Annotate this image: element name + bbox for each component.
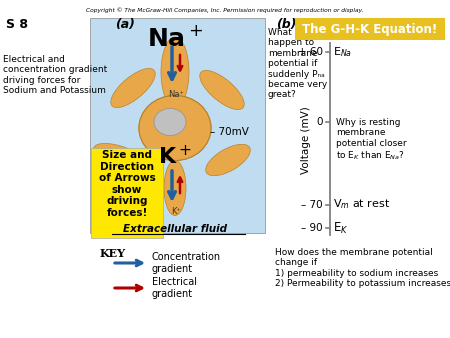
Ellipse shape: [161, 37, 189, 107]
Text: S 8: S 8: [6, 18, 28, 31]
Text: Electrical
gradient: Electrical gradient: [152, 277, 197, 299]
Bar: [90, 18, 265, 233]
Ellipse shape: [154, 108, 186, 136]
Text: Concentration
gradient: Concentration gradient: [152, 252, 221, 274]
Text: Why is resting
membrane
potential closer
to E$_K$ than E$_{Na}$?: Why is resting membrane potential closer…: [336, 118, 407, 162]
Ellipse shape: [206, 144, 250, 176]
Text: (a): (a): [115, 18, 135, 31]
Text: – 70: – 70: [302, 199, 323, 210]
Text: E$_K$: E$_K$: [333, 220, 348, 236]
Text: The G-H-K Equation!: The G-H-K Equation!: [302, 23, 437, 35]
Ellipse shape: [111, 68, 155, 107]
Text: – 70mV: – 70mV: [210, 127, 249, 137]
Text: Na$^+$: Na$^+$: [147, 26, 203, 51]
Text: + 60: + 60: [298, 47, 323, 57]
Ellipse shape: [200, 70, 244, 110]
Ellipse shape: [164, 161, 186, 216]
Text: E$_{Na}$: E$_{Na}$: [333, 45, 352, 59]
Text: (b): (b): [276, 18, 297, 31]
Ellipse shape: [139, 96, 211, 161]
Text: V$_m$ at rest: V$_m$ at rest: [333, 198, 390, 212]
Text: – 90: – 90: [302, 223, 323, 233]
Text: Extracellular fluid: Extracellular fluid: [123, 224, 227, 234]
Text: What would
happen to
membrane
potential if
suddenly Pₙₐ
became very
great?: What would happen to membrane potential …: [268, 28, 327, 99]
Text: Copyright © The McGraw-Hill Companies, Inc. Permission required for reproduction: Copyright © The McGraw-Hill Companies, I…: [86, 7, 364, 13]
Ellipse shape: [94, 143, 150, 173]
Text: Na⁺: Na⁺: [168, 90, 184, 99]
Ellipse shape: [139, 96, 211, 161]
Text: K⁺: K⁺: [171, 207, 181, 216]
FancyBboxPatch shape: [295, 18, 445, 40]
Text: 0: 0: [316, 117, 323, 127]
Text: Size and
Direction
of Arrows
show
driving
forces!: Size and Direction of Arrows show drivin…: [99, 150, 155, 218]
Text: Voltage (mV): Voltage (mV): [301, 106, 311, 174]
FancyBboxPatch shape: [91, 148, 163, 238]
Text: Electrical and
concentration gradient
driving forces for
Sodium and Potassium: Electrical and concentration gradient dr…: [3, 55, 107, 95]
Text: How does the membrane potential
change if
1) permeability to sodium increases
2): How does the membrane potential change i…: [275, 248, 450, 288]
Text: K$^+$: K$^+$: [158, 145, 192, 168]
Text: KEY: KEY: [100, 248, 126, 259]
